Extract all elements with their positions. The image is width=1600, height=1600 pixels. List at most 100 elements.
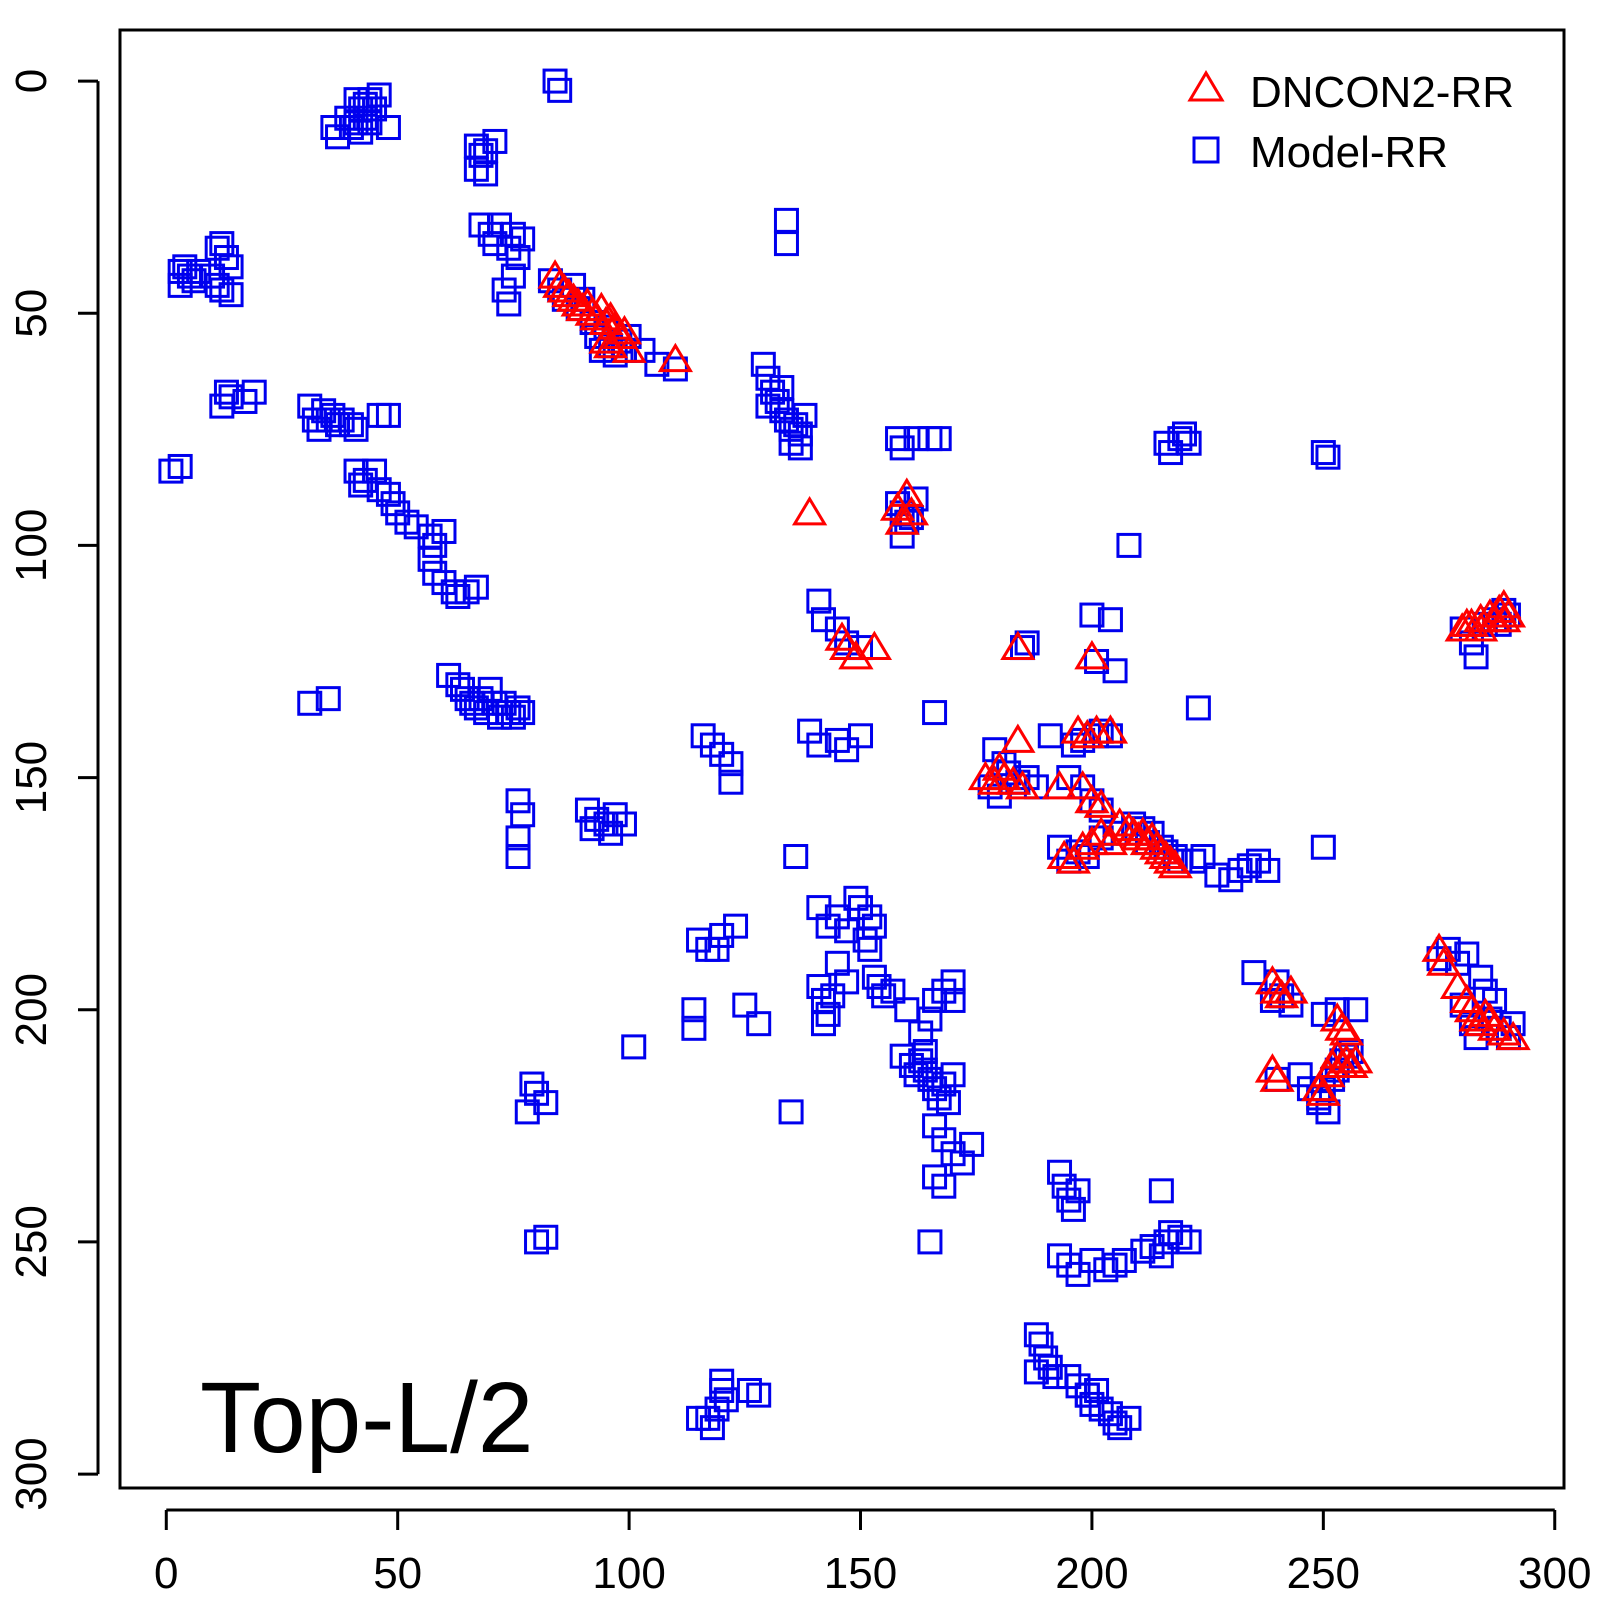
dncon2-rr-point [838,639,874,670]
model-rr-point [510,700,536,726]
model-rr-point [690,723,716,749]
x-tick-label: 0 [154,1549,178,1598]
model-rr-point [662,356,688,382]
model-rr-point [1056,1252,1082,1278]
dncon2-rr-point [1486,602,1522,633]
model-rr-point [917,426,943,452]
model-rr-point [422,532,448,558]
model-rr-point [940,1062,966,1088]
model-rr-point [810,607,836,633]
model-rr-point [1093,1257,1119,1283]
dncon2-rr-point [1305,1076,1341,1106]
model-rr-point [940,987,966,1013]
x-tick-label: 100 [592,1549,665,1598]
model-rr-point [699,1415,725,1441]
dncon2-rr-point [588,305,624,336]
model-rr-point [204,235,230,261]
model-rr-point [824,950,850,976]
model-rr-point [1167,426,1193,452]
model-rr-point [935,1090,961,1116]
model-rr-point [783,844,809,870]
model-rr-point [718,751,744,777]
model-rr-point [1139,1234,1165,1260]
model-rr-point [922,1113,948,1139]
model-rr-point [375,481,401,507]
model-rr-point [1033,1345,1059,1371]
dncon2-rr-point [1463,612,1499,642]
model-rr-point [940,969,966,995]
model-rr-point [1218,867,1244,893]
model-rr-point [922,1164,948,1190]
model-rr-point [417,546,443,572]
model-rr-point [186,258,212,284]
model-rr-point [315,686,341,712]
dncon2-rr-point [1004,769,1041,800]
model-rr-point [885,426,911,452]
dncon2-rr-point [893,495,930,526]
dncon2-rr-point [967,760,1004,791]
model-rr-point [1102,658,1128,684]
model-rr-point [843,885,869,911]
model-rr-point [524,1229,550,1255]
dncon2-rr-point [986,760,1022,791]
y-tick-label: 100 [7,509,56,582]
model-rr-point [681,997,707,1023]
model-rr-point [482,231,508,257]
model-rr-point [1176,430,1202,456]
model-rr-point [848,723,874,749]
model-rr-point [422,560,448,586]
model-rr-point [167,272,193,298]
model-rr-point [621,1034,647,1060]
model-rr-point [926,426,952,452]
y-tick-label: 50 [7,289,56,338]
model-rr-point [611,811,637,837]
model-rr-point [1343,997,1369,1023]
model-rr-point [1190,844,1216,870]
model-rr-point [1246,848,1272,874]
dncon2-rr-point [1439,969,1476,1000]
plot-frame [118,28,1566,1490]
model-rr-point [1102,1410,1128,1436]
model-rr-point [1158,1220,1184,1246]
model-rr-point [496,291,522,317]
model-rr-point [686,1405,712,1431]
model-rr-point [704,936,730,962]
model-rr-point [343,416,369,442]
model-rr-point [695,936,721,962]
model-rr-point [1148,1178,1174,1204]
model-rr-point [681,1015,707,1041]
model-rr-point [1185,695,1211,721]
y-tick-label: 300 [7,1437,56,1510]
model-rr-point [445,583,471,609]
model-rr-point [1111,1247,1137,1273]
dncon2-rr-point [611,333,647,363]
model-rr-point [709,1368,735,1394]
model-rr-point [431,518,457,544]
dncon2-rr-point [1324,1011,1360,1041]
model-rr-point [746,1382,772,1408]
model-rr-point [343,458,369,484]
model-rr-point [593,811,619,837]
x-tick-label: 200 [1055,1549,1128,1598]
model-rr-point [949,1150,975,1176]
model-rr-point [473,161,499,187]
dncon2-rr-point [1338,1043,1374,1074]
y-tick-label: 250 [7,1205,56,1278]
model-rr-point [912,1039,938,1065]
dncon2-rr-point [791,495,828,526]
model-rr-point [815,913,841,939]
model-rr-point [329,407,355,433]
model-rr-point [866,974,892,1000]
model-rr-point [477,676,503,702]
legend-triangle-marker [1187,70,1225,102]
model-rr-point [834,918,860,944]
model-rr-point [297,690,323,716]
model-rr-point [922,700,948,726]
model-rr-point [806,588,832,614]
model-rr-point [1468,964,1494,990]
model-rr-point [542,68,568,94]
x-axis: 0 50 100 150 200 250 300 [154,1508,1591,1598]
model-rr-point [505,245,531,271]
model-rr-point [463,156,489,182]
model-rr-point [1014,630,1040,656]
